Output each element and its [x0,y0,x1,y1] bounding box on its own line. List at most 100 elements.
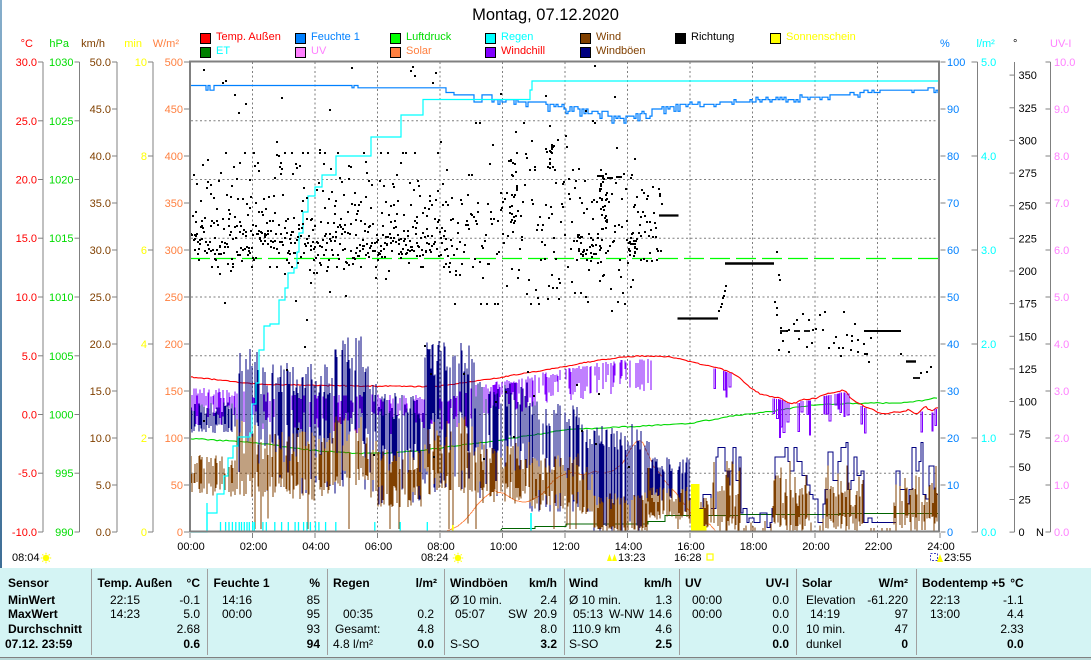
svg-text:23:55: 23:55 [944,552,972,564]
svg-text:35.0: 35.0 [90,198,111,210]
svg-text:0: 0 [1019,527,1025,539]
svg-text:N: N [1036,527,1044,539]
svg-text:2.0: 2.0 [1054,433,1069,445]
svg-text:40: 40 [947,339,959,351]
svg-text:22:00: 22:00 [865,541,893,553]
svg-text:00:00: 00:00 [177,541,205,553]
svg-text:450: 450 [165,104,183,116]
svg-text:5.0: 5.0 [22,351,37,363]
svg-text:7.0: 7.0 [1054,198,1069,210]
svg-text:50: 50 [947,292,959,304]
svg-text:5.0: 5.0 [981,57,996,69]
svg-text:1015: 1015 [49,233,73,245]
svg-text:25.0: 25.0 [16,116,37,128]
svg-text:10: 10 [135,57,147,69]
svg-text:90: 90 [947,104,959,116]
svg-text:°: ° [1013,38,1017,50]
svg-text:min: min [124,38,142,50]
svg-text:08:24: 08:24 [421,552,449,564]
svg-text:W/m²: W/m² [153,38,180,50]
svg-text:30.0: 30.0 [90,245,111,257]
svg-text:04:00: 04:00 [302,541,330,553]
svg-text:4: 4 [141,339,147,351]
svg-text:10.0: 10.0 [90,433,111,445]
svg-text:45.0: 45.0 [90,104,111,116]
svg-text:10: 10 [947,480,959,492]
svg-text:175: 175 [1019,299,1037,311]
svg-text:2: 2 [141,433,147,445]
svg-text:10.0: 10.0 [1054,57,1075,69]
svg-text:15.0: 15.0 [16,233,37,245]
svg-text:UV-I: UV-I [1050,38,1071,50]
svg-text:6: 6 [141,245,147,257]
svg-text:40.0: 40.0 [90,151,111,163]
svg-text:80: 80 [947,151,959,163]
svg-text:100: 100 [947,57,965,69]
svg-text:-5.0: -5.0 [18,468,37,480]
svg-text:350: 350 [165,198,183,210]
svg-text:08:00: 08:00 [427,541,455,553]
svg-text:25: 25 [1019,495,1031,507]
svg-text:5.0: 5.0 [1054,292,1069,304]
svg-text:4.0: 4.0 [1054,339,1069,351]
svg-text:150: 150 [1019,331,1037,343]
svg-text:275: 275 [1019,168,1037,180]
svg-text:8.0: 8.0 [1054,151,1069,163]
svg-text:20.0: 20.0 [16,175,37,187]
svg-text:225: 225 [1019,233,1037,245]
svg-text:990: 990 [55,527,73,539]
svg-text:0.0: 0.0 [22,410,37,422]
svg-text:6.0: 6.0 [1054,245,1069,257]
svg-text:3.0: 3.0 [1054,386,1069,398]
svg-text:km/h: km/h [81,38,105,50]
svg-text:l/m²: l/m² [977,38,996,50]
svg-text:02:00: 02:00 [240,541,268,553]
svg-text:50: 50 [1019,462,1031,474]
svg-text:25.0: 25.0 [90,292,111,304]
svg-text:24:00: 24:00 [927,541,955,553]
svg-text:125: 125 [1019,364,1037,376]
svg-text:150: 150 [165,386,183,398]
svg-text:50.0: 50.0 [90,57,111,69]
svg-text:1020: 1020 [49,175,73,187]
svg-text:100: 100 [165,433,183,445]
svg-text:4.0: 4.0 [981,151,996,163]
svg-text:70: 70 [947,198,959,210]
svg-text:%: % [940,38,950,50]
svg-text:300: 300 [1019,135,1037,147]
svg-text:10.0: 10.0 [16,292,37,304]
svg-text:10:00: 10:00 [490,541,518,553]
svg-text:1000: 1000 [49,410,73,422]
svg-text:12:00: 12:00 [552,541,580,553]
svg-text:20:00: 20:00 [802,541,830,553]
svg-text:300: 300 [165,245,183,257]
svg-text:1010: 1010 [49,292,73,304]
svg-text:200: 200 [1019,266,1037,278]
svg-text:16:00: 16:00 [677,541,705,553]
svg-text:400: 400 [165,151,183,163]
svg-text:200: 200 [165,339,183,351]
svg-text:325: 325 [1019,103,1037,115]
svg-text:1030: 1030 [49,57,73,69]
svg-text:5.0: 5.0 [96,480,111,492]
svg-text:100: 100 [1019,397,1037,409]
svg-text:14:00: 14:00 [615,541,643,553]
svg-text:250: 250 [165,292,183,304]
svg-text:60: 60 [947,245,959,257]
svg-text:350: 350 [1019,70,1037,82]
svg-text:0: 0 [177,527,183,539]
svg-text:16:28: 16:28 [674,552,702,564]
svg-text:3.0: 3.0 [981,245,996,257]
svg-text:30.0: 30.0 [16,57,37,69]
svg-text:1025: 1025 [49,116,73,128]
svg-text:995: 995 [55,468,73,480]
svg-text:9.0: 9.0 [1054,104,1069,116]
svg-text:hPa: hPa [49,38,69,50]
svg-text:1005: 1005 [49,351,73,363]
svg-text:-10.0: -10.0 [12,527,37,539]
svg-text:06:00: 06:00 [365,541,393,553]
svg-text:20.0: 20.0 [90,339,111,351]
svg-text:500: 500 [165,57,183,69]
svg-text:0: 0 [141,527,147,539]
svg-text:18:00: 18:00 [740,541,768,553]
